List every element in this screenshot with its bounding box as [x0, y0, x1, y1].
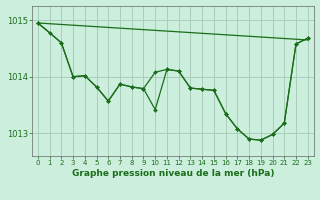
X-axis label: Graphe pression niveau de la mer (hPa): Graphe pression niveau de la mer (hPa)	[72, 169, 274, 178]
